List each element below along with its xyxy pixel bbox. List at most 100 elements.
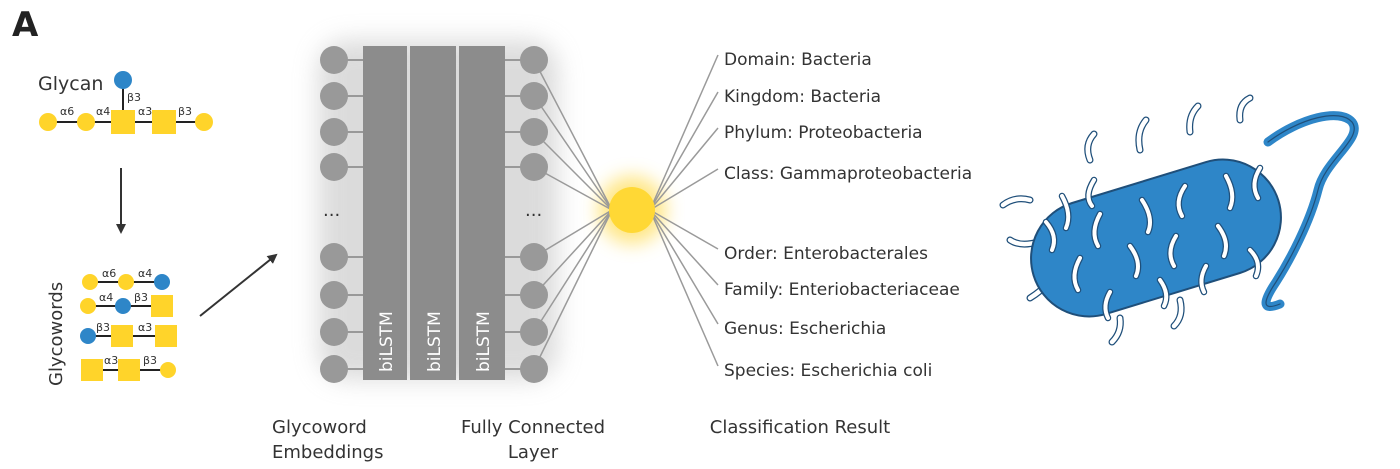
pilus — [1216, 224, 1228, 258]
pilus — [1136, 117, 1149, 153]
galnac-square — [111, 110, 135, 134]
bilstm-block — [410, 46, 456, 380]
label-glycoword-embeddings-2: Embeddings — [272, 442, 383, 463]
fc-ellipsis: ... — [525, 200, 542, 221]
bilstm-block — [363, 46, 407, 380]
bacterium-pili-front — [1042, 164, 1264, 322]
linkage-label: β3 — [127, 91, 141, 104]
classification-label: Order: Enterobacterales — [724, 244, 928, 264]
glycowords-title: Glycowords — [46, 282, 67, 386]
pilus — [1060, 194, 1071, 230]
output-class-edge — [649, 168, 719, 211]
galactose-circle — [118, 274, 134, 290]
classification-label: Species: Escherichia coli — [724, 361, 932, 381]
linkage-label: α4 — [99, 291, 113, 304]
fc-output-edge — [533, 131, 613, 211]
linkage-label: β3 — [96, 321, 110, 334]
pilus — [1000, 196, 1033, 208]
fc-output-edge — [533, 166, 613, 211]
linkage-label: α3 — [138, 321, 152, 334]
pilus — [1187, 103, 1201, 135]
classification-label: Class: Gammaproteobacteria — [724, 164, 972, 184]
pilus — [1109, 315, 1123, 345]
linkage-label: β3 — [178, 105, 192, 118]
linkage-label: α4 — [96, 105, 110, 118]
bilstm-layer: biLSTM biLSTM biLSTM — [363, 46, 505, 380]
bacterium-flagellum-outline — [1265, 115, 1355, 308]
output-class-edge — [649, 209, 719, 286]
fc-output-edge — [533, 95, 613, 211]
galnac-square — [151, 295, 173, 317]
fc-output-edge — [533, 209, 613, 370]
galactose-circle — [195, 113, 213, 131]
bilstm-block — [459, 46, 505, 380]
glucose-circle — [80, 328, 96, 344]
linkage-label: α3 — [104, 354, 118, 367]
galactose-circle — [82, 274, 98, 290]
classification-label: Domain: Bacteria — [724, 50, 872, 70]
bacterium-illustration — [999, 94, 1359, 346]
glycowords: Glycowords α6 α4 α4 β3 β3 α3 α3 β3 — [46, 267, 177, 386]
linkage-label: α3 — [138, 105, 152, 118]
output-class-edge — [649, 209, 719, 325]
pilus — [1086, 178, 1096, 208]
classification-label: Family: Enteriobacteriaceae — [724, 280, 960, 300]
pilus — [1085, 131, 1097, 163]
bilstm-label: biLSTM — [377, 311, 397, 372]
label-fully-connected-2: Layer — [508, 442, 559, 463]
output-class-edge — [649, 54, 719, 211]
pilus — [1248, 248, 1260, 278]
arrow-glycowords-to-network — [199, 253, 278, 317]
fc-output-edge — [533, 209, 613, 333]
pilus — [1171, 297, 1184, 329]
output-class-edge — [649, 91, 719, 211]
galactose-circle — [80, 298, 96, 314]
pilus — [1140, 198, 1152, 234]
pilus — [1176, 184, 1187, 218]
fc-nodes — [505, 46, 548, 383]
linkage-label: α4 — [138, 267, 152, 280]
galnac-square — [118, 359, 140, 381]
output-class-edge — [649, 127, 719, 211]
panel-label: A — [12, 5, 39, 45]
glycan-structure: Glycan α6 α4 α3 β3 β3 — [38, 71, 213, 134]
embedding-nodes — [320, 46, 363, 383]
glucose-circle — [154, 274, 170, 290]
label-fully-connected-1: Fully Connected — [461, 417, 605, 438]
output-node — [609, 187, 655, 233]
output-class-edge — [649, 209, 719, 367]
pilus — [1158, 278, 1169, 308]
linkage-label: α6 — [60, 105, 74, 118]
fc-output-edge — [533, 209, 613, 258]
pilus — [1103, 290, 1112, 320]
classification-label: Genus: Escherichia — [724, 319, 886, 339]
label-glycoword-embeddings-1: Glycoword — [272, 417, 367, 438]
pilus — [1128, 244, 1140, 278]
glycan-title: Glycan — [38, 73, 103, 95]
pilus — [1168, 234, 1178, 268]
linkage-label: β3 — [143, 354, 157, 367]
galactose-circle — [39, 113, 57, 131]
galactose-circle — [160, 362, 176, 378]
fc-output-edge — [533, 209, 613, 296]
output-class-edge — [649, 209, 719, 250]
label-classification-result: Classification Result — [710, 417, 890, 438]
pilus — [1072, 256, 1082, 292]
pilus — [1044, 220, 1056, 252]
pilus — [1224, 174, 1235, 210]
classification-label: Phylum: Proteobacteria — [724, 123, 923, 143]
pilus — [1252, 166, 1262, 200]
glucose-circle — [115, 298, 131, 314]
linkage-label: α6 — [102, 267, 116, 280]
glucose-circle — [114, 71, 132, 89]
linkage-label: β3 — [134, 291, 148, 304]
galnac-square — [152, 110, 176, 134]
classification-label: Kingdom: Bacteria — [724, 87, 881, 107]
galnac-square — [81, 359, 103, 381]
bacterium-body — [1030, 158, 1282, 318]
bilstm-label: biLSTM — [425, 311, 445, 372]
pilus — [1092, 212, 1102, 248]
fc-to-output-connections — [533, 59, 613, 370]
pilus — [1237, 95, 1253, 123]
